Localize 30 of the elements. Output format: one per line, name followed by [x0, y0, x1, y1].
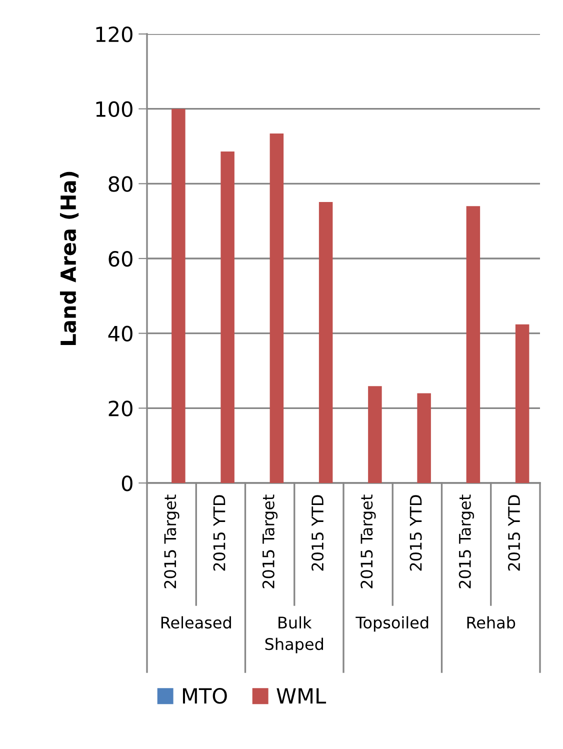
text: Rehab	[467, 616, 516, 629]
x-tick-label: 2015 Target	[360, 494, 376, 588]
y-tick-label: 0	[122, 475, 132, 492]
x-tick-label: 2015 YTD	[311, 495, 324, 571]
y-tick-label: 40	[108, 326, 132, 342]
text: Released	[161, 616, 231, 629]
bar	[466, 206, 480, 483]
bar	[515, 324, 530, 483]
bar	[220, 151, 234, 483]
x-tick-label: 2015 Target	[164, 494, 180, 588]
bar	[270, 134, 284, 483]
legend-label: MTO	[182, 688, 227, 704]
bar	[318, 202, 333, 483]
y-tick-label: 80	[108, 176, 132, 192]
text: Topsoiled	[356, 616, 428, 632]
x-tick-label: 2015 YTD	[213, 495, 226, 571]
bar	[368, 386, 382, 483]
y-tick-label: 20	[108, 400, 132, 416]
x-tick-label: 2015 YTD	[410, 495, 422, 571]
y-tick-label: 120	[96, 26, 132, 42]
y-tick-label: 60	[108, 250, 132, 267]
x-tick-label: 2015 Target	[458, 494, 474, 588]
x-tick-label: 2015 YTD	[508, 495, 520, 571]
bar	[172, 108, 186, 483]
y-tick-label: 100	[96, 101, 132, 118]
x-tick-label: 2015 Target	[262, 494, 278, 588]
bar	[417, 393, 431, 483]
legend-label: WML	[276, 688, 326, 704]
y-axis-title: Land Area (Ha)	[60, 172, 79, 345]
text: Bulk Shaped	[265, 616, 323, 654]
